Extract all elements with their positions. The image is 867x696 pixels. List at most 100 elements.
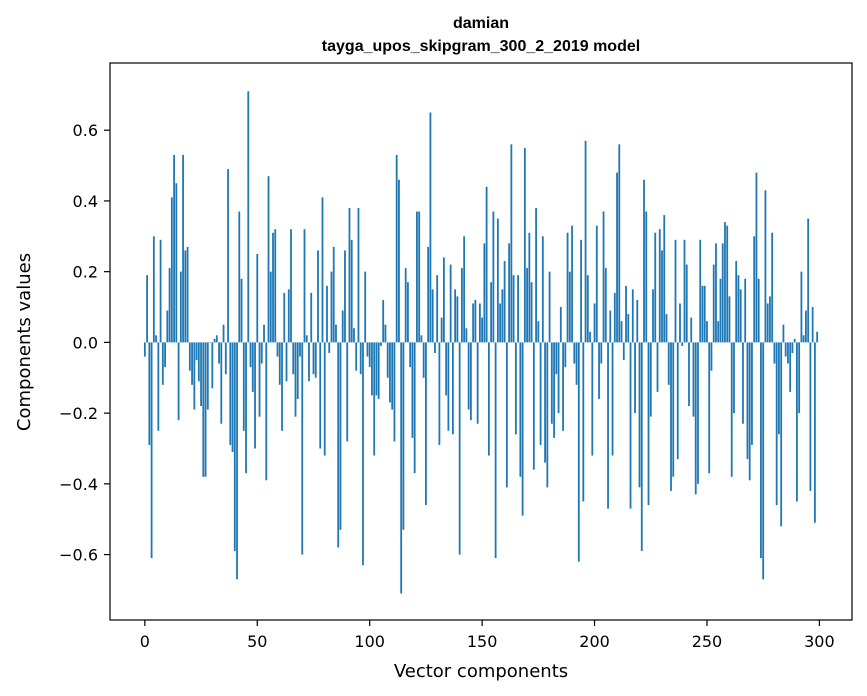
bar: [564, 342, 567, 368]
bar: [739, 289, 742, 343]
bar: [285, 342, 288, 382]
bar: [467, 342, 470, 410]
bar: [443, 257, 445, 343]
bar: [775, 342, 778, 506]
bar: [260, 342, 263, 364]
bar: [654, 232, 657, 343]
bar: [733, 342, 735, 414]
bar: [215, 335, 218, 343]
bar: [499, 303, 502, 343]
bar: [258, 342, 261, 417]
bar: [728, 296, 731, 343]
bar: [312, 342, 315, 375]
bar: [620, 321, 623, 343]
bar: [627, 314, 630, 343]
bar: [712, 264, 715, 343]
bar: [323, 342, 326, 456]
bar: [618, 144, 621, 343]
bar: [240, 278, 243, 343]
bar: [389, 342, 391, 403]
bar: [330, 271, 333, 343]
bar: [708, 342, 711, 474]
bar: [224, 342, 227, 375]
bar: [688, 342, 690, 407]
bar: [773, 342, 776, 364]
bar: [546, 342, 549, 488]
bar: [436, 275, 439, 343]
bar: [505, 342, 508, 488]
bar: [580, 239, 582, 343]
bar: [272, 232, 274, 343]
bar: [602, 211, 605, 343]
bar: [445, 342, 448, 396]
bar: [805, 310, 807, 343]
bar: [535, 208, 537, 343]
bar: [483, 243, 486, 343]
bar: [395, 154, 398, 343]
bar: [487, 342, 490, 456]
bar: [523, 147, 526, 343]
bar: [427, 246, 430, 343]
bar: [251, 342, 254, 392]
y-tick-label: 0.6: [73, 121, 98, 140]
bar: [245, 342, 247, 474]
bar: [254, 342, 256, 449]
bar: [278, 342, 281, 385]
bar: [377, 342, 380, 399]
bar: [577, 342, 580, 562]
bar: [146, 275, 148, 343]
bar: [517, 275, 519, 343]
bar: [305, 335, 308, 343]
bar: [474, 299, 477, 343]
bar: [218, 342, 220, 364]
bar: [755, 172, 758, 343]
bar: [413, 342, 416, 474]
bar: [582, 342, 585, 502]
bar: [431, 289, 434, 343]
bar: [409, 342, 412, 368]
bar: [600, 342, 603, 364]
bar: [204, 342, 207, 477]
bar: [182, 154, 184, 343]
bar: [742, 342, 744, 424]
bar: [276, 342, 279, 357]
bar: [236, 342, 238, 580]
bar: [148, 342, 151, 445]
bar: [604, 268, 607, 343]
bar: [683, 239, 686, 343]
y-tick-label: −0.6: [59, 546, 98, 565]
bar: [299, 342, 301, 357]
bar: [375, 342, 378, 396]
bar: [532, 342, 535, 470]
bar: [418, 211, 421, 343]
bar: [784, 342, 787, 357]
bar: [501, 289, 504, 343]
chart-title: damian: [453, 15, 509, 32]
bar: [175, 183, 178, 343]
x-tick-label: 250: [692, 632, 723, 651]
bar: [429, 112, 432, 343]
bar: [494, 342, 497, 559]
bar: [296, 342, 299, 399]
bar: [353, 328, 355, 343]
bar: [735, 261, 738, 343]
bar: [231, 342, 234, 453]
bars-group: [143, 91, 819, 594]
y-axis-label: Components values: [14, 253, 35, 431]
bar: [265, 342, 268, 481]
bar: [359, 342, 362, 375]
bar: [380, 342, 382, 346]
bar: [357, 208, 360, 343]
bar: [751, 342, 753, 445]
bar: [238, 211, 241, 343]
bar: [177, 342, 180, 421]
bar: [310, 292, 313, 343]
bar: [690, 317, 693, 343]
bar: [355, 342, 358, 371]
bar: [724, 222, 726, 343]
x-axis-label: Vector components: [394, 661, 568, 682]
bar: [290, 229, 292, 343]
bar: [465, 328, 468, 343]
bar: [420, 335, 423, 343]
bar: [242, 342, 245, 431]
